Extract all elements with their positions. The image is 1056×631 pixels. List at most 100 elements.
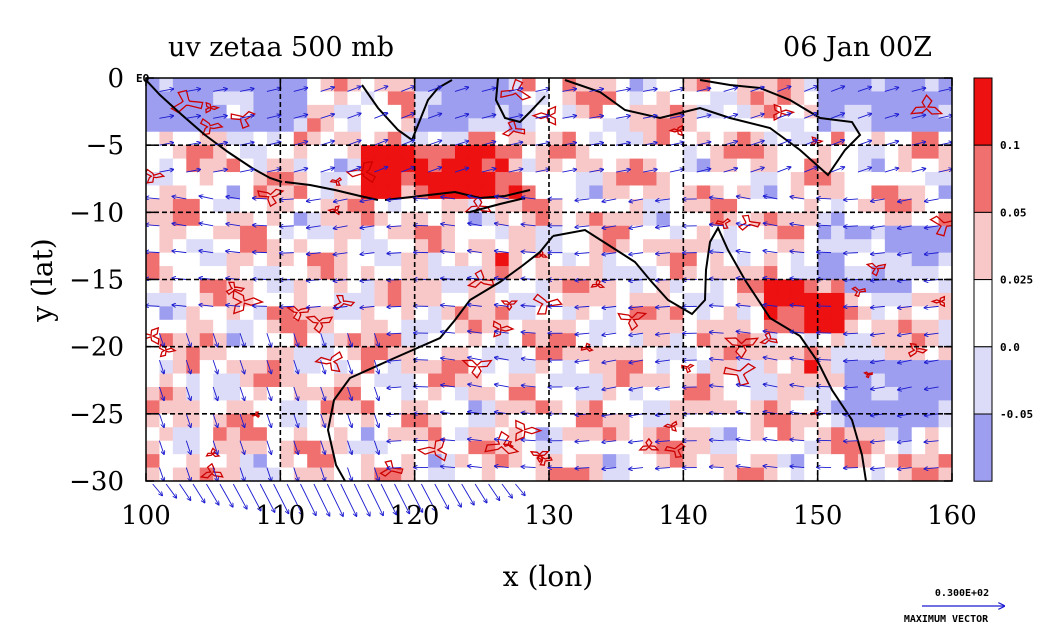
field-cell [226,158,241,173]
field-cell [522,467,537,481]
field-cell [750,279,765,294]
field-cell [401,212,416,227]
field-cell [414,266,429,281]
field-cell [468,78,483,93]
field-cell [629,212,644,227]
field-cell [898,346,913,361]
field-cell [360,467,375,481]
field-cell [562,91,577,106]
field-cell [723,467,738,481]
field-cell [414,360,429,375]
field-cell [831,266,846,281]
field-cell [589,252,604,267]
field-cell [683,440,698,455]
wind-vector [212,467,217,481]
field-cell [522,118,537,133]
field-cell [374,78,389,93]
field-cell [656,319,671,334]
field-cell [401,440,416,455]
field-cell [750,454,765,469]
field-cell [428,454,443,469]
field-cell [723,252,738,267]
wind-vector [434,483,448,509]
field-cell [790,400,805,415]
field-cell [804,319,819,334]
wind-vector [911,142,926,146]
field-cell [334,360,349,375]
field-cell [280,319,295,334]
field-cell [575,360,590,375]
wind-vector [468,305,482,307]
field-cell [213,172,228,187]
field-cell [172,279,187,294]
wind-vector [481,169,496,173]
field-cell [374,158,389,173]
wind-vector [300,483,315,515]
field-cell [414,319,429,334]
field-cell [253,292,268,307]
field-cell [763,279,778,294]
field-cell [387,440,402,455]
wind-vector [925,253,939,255]
field-cell [817,400,832,415]
field-cell [495,454,510,469]
field-cell [710,386,725,401]
wind-vector [764,357,778,361]
wind-vector [522,467,536,468]
field-cell [226,252,241,267]
field-cell [240,373,255,388]
wind-vector [522,197,536,199]
field-cell [737,306,752,321]
wind-vector [266,359,271,373]
wind-vector [447,483,461,507]
field-cell [790,252,805,267]
field-cell [293,118,308,133]
field-cell [199,292,214,307]
field-cell [428,212,443,227]
field-cell [898,279,913,294]
field-cell [871,413,886,428]
field-cell [266,454,281,469]
wind-vector [817,198,832,199]
field-cell [253,145,268,160]
field-cell [454,467,469,481]
field-cell [669,266,684,281]
field-cell [495,78,510,93]
field-cell [253,172,268,187]
field-cell [414,145,429,160]
contour-line [865,262,887,277]
wind-vector [602,386,617,390]
wind-vector [373,440,378,454]
wind-vector [212,333,217,346]
field-cell [643,306,658,321]
field-cell [562,319,577,334]
field-cell [266,427,281,442]
field-cell [320,427,335,442]
field-cell [481,346,496,361]
field-cell [307,212,322,227]
field-cell [414,225,429,240]
field-cell [898,78,913,93]
field-cell [293,239,308,254]
field-cell [602,185,617,200]
field-cell [696,400,711,415]
wind-vector [159,170,173,173]
field-cell [307,104,322,119]
field-cell [575,346,590,361]
field-cell [925,225,940,240]
coast-borneo [361,79,453,142]
wind-vector [293,386,298,400]
wind-vector [602,253,617,255]
field-cell [360,118,375,133]
field-cell [428,373,443,388]
field-cell [817,225,832,240]
field-cell [186,212,201,227]
field-cell [817,292,832,307]
coast-sulawesi [494,78,546,124]
field-cell [602,427,617,442]
field-cell [643,400,658,415]
field-cell [790,91,805,106]
field-cell [293,225,308,240]
field-cell [334,78,349,93]
field-cell [401,360,416,375]
